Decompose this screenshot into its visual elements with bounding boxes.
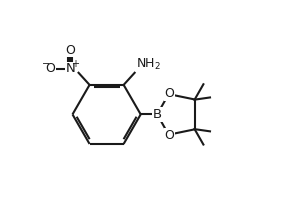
Text: −: − — [41, 59, 50, 69]
Text: B: B — [153, 108, 162, 121]
Text: O: O — [46, 62, 55, 75]
Text: O: O — [164, 129, 174, 142]
Text: N: N — [65, 62, 75, 75]
Text: +: + — [71, 59, 79, 69]
Text: O: O — [65, 44, 75, 57]
Text: NH$_2$: NH$_2$ — [136, 57, 161, 72]
Text: O: O — [164, 87, 174, 100]
